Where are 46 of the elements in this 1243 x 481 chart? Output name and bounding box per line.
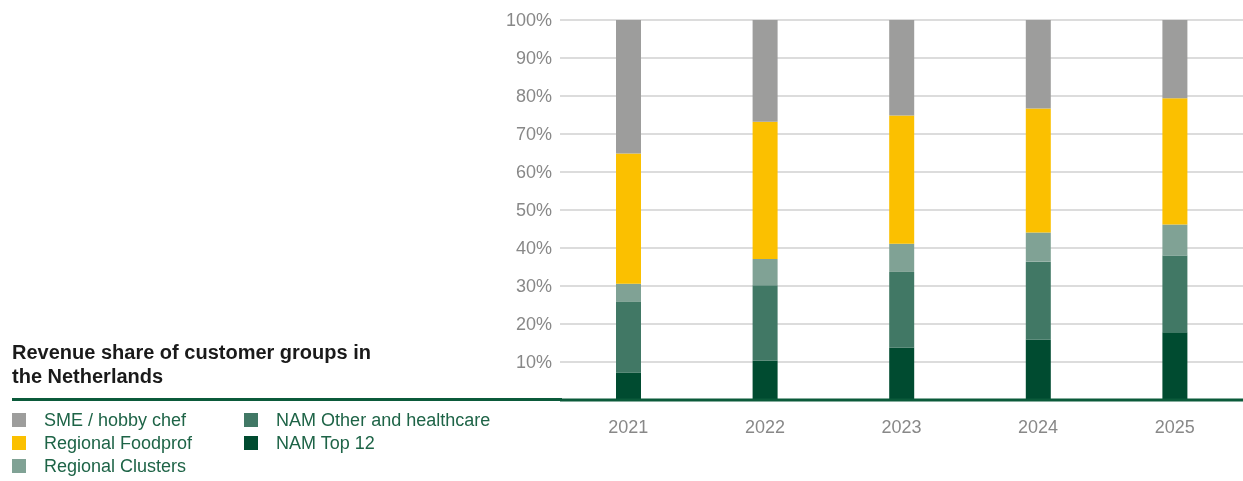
bar [1025, 261, 1051, 340]
bar [1025, 339, 1051, 400]
legend-label: NAM Top 12 [276, 431, 375, 454]
legend-label: Regional Clusters [44, 454, 187, 477]
bar [616, 301, 641, 373]
legend-label: SME / hobby chef [44, 408, 187, 431]
y-tick-label: 30% [515, 276, 552, 297]
y-tick-label: 70% [515, 124, 552, 145]
y-tick-label: 40% [515, 238, 552, 259]
x-tick-label: 2025 [1154, 416, 1195, 437]
bar [752, 360, 778, 400]
y-tick-label: 100% [505, 10, 552, 31]
y-tick-label: 90% [515, 48, 552, 69]
legend-label: NAM Other and healthcare [276, 408, 491, 431]
y-tick-label: 10% [515, 352, 552, 373]
bar [1025, 20, 1051, 109]
x-tick-label: 2022 [744, 416, 785, 437]
bar [616, 20, 641, 154]
bar [1025, 108, 1051, 233]
x-tick-label: 2023 [881, 416, 922, 437]
bar [752, 121, 778, 260]
bar [752, 20, 778, 122]
bar [1162, 98, 1188, 225]
text: Revenue share of customer groups in the Netherlands [12, 340, 372, 388]
y-tick-label: 60% [515, 162, 552, 183]
x-tick-label: 2024 [1018, 416, 1059, 437]
bar [1162, 224, 1188, 256]
bar [616, 372, 641, 400]
bar [752, 285, 778, 361]
bar [1162, 255, 1188, 333]
bar [1162, 332, 1188, 400]
bar [889, 20, 915, 116]
bar [616, 153, 641, 284]
bar [889, 271, 915, 348]
bar [616, 283, 641, 302]
bar [889, 243, 915, 272]
y-tick-label: 20% [515, 314, 552, 335]
bar [889, 115, 915, 244]
legend-label: Regional Foodprof [44, 431, 193, 454]
bar [889, 347, 915, 400]
x-tick-label: 2021 [608, 416, 649, 437]
bar [752, 259, 778, 286]
y-tick-label: 50% [515, 200, 552, 221]
bar [1162, 20, 1188, 99]
bar [1025, 232, 1051, 262]
y-tick-label: 80% [515, 86, 552, 107]
